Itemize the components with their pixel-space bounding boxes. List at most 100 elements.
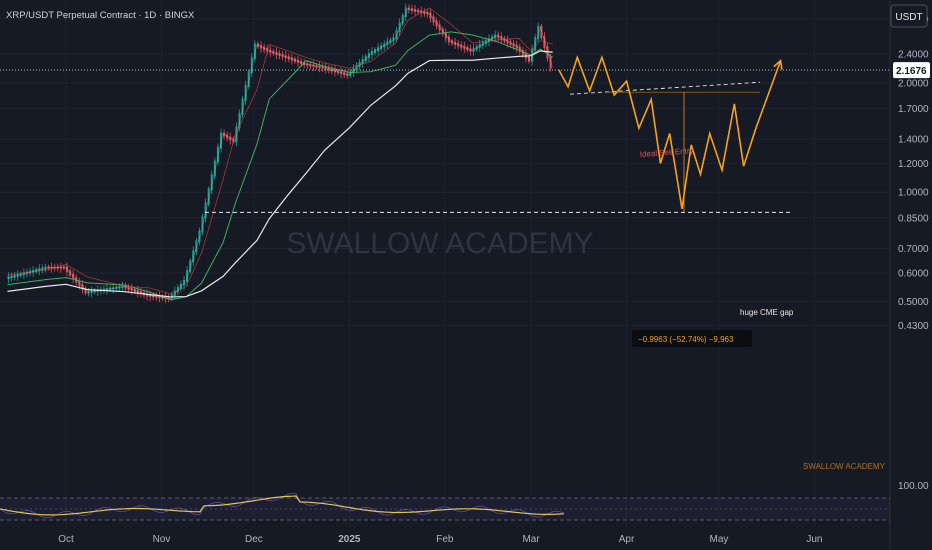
candle-body xyxy=(161,296,164,299)
candle-body xyxy=(235,126,238,143)
candle-body xyxy=(284,55,287,59)
candle-body xyxy=(244,84,247,101)
projection-path xyxy=(558,54,783,209)
candle-body xyxy=(112,287,115,290)
candle-body xyxy=(84,287,87,294)
candle-body xyxy=(25,271,28,275)
candle-body xyxy=(432,16,435,23)
candle-body xyxy=(457,43,460,47)
candle-body xyxy=(549,56,552,69)
time-tick-label: May xyxy=(710,534,729,545)
candle-body xyxy=(38,268,41,272)
candle-body xyxy=(472,47,475,52)
candle-body xyxy=(370,51,373,55)
candle-body xyxy=(90,290,93,293)
candle-body xyxy=(102,288,105,291)
projection-arrowhead xyxy=(773,59,783,70)
candle-body xyxy=(139,291,142,295)
candle-body xyxy=(152,294,155,298)
price-series xyxy=(7,8,553,299)
candle-body xyxy=(377,47,380,52)
candle-body xyxy=(186,270,189,282)
candle-body xyxy=(398,22,401,32)
candle-body xyxy=(229,136,232,141)
candle-body xyxy=(423,11,426,14)
candle-body xyxy=(19,273,22,276)
candle-body xyxy=(491,36,494,41)
candle-body xyxy=(330,68,333,72)
candle-body xyxy=(497,34,500,39)
candle-body xyxy=(176,286,179,293)
candle-body xyxy=(293,58,296,62)
price-tick-label: 0.6000 xyxy=(898,268,929,279)
candle-body xyxy=(417,9,420,13)
candle-body xyxy=(364,56,367,62)
candle-body xyxy=(343,72,346,76)
currency-button-box[interactable] xyxy=(890,4,928,28)
candle-body xyxy=(367,52,370,59)
price-tick-label: 0.8500 xyxy=(898,213,929,224)
candle-body xyxy=(312,64,315,67)
candle-body xyxy=(340,71,343,75)
candle-body xyxy=(358,62,361,68)
candle-body xyxy=(7,276,10,280)
candle-body xyxy=(300,60,303,65)
candle-body xyxy=(466,47,469,51)
candle-body xyxy=(263,46,266,51)
candle-body xyxy=(441,28,444,35)
candle-body xyxy=(333,69,336,73)
candle-body xyxy=(475,45,478,50)
candle-body xyxy=(78,280,81,287)
candle-body xyxy=(506,39,509,44)
candle-body xyxy=(260,45,263,49)
candle-body xyxy=(521,49,524,56)
candle-body xyxy=(515,44,518,49)
candle-body xyxy=(10,275,13,279)
candle-body xyxy=(481,42,484,46)
candle-body xyxy=(189,260,192,273)
currency-button-label[interactable]: USDT xyxy=(895,12,922,23)
candle-body xyxy=(127,286,130,290)
candle-body xyxy=(395,29,398,40)
candle-body xyxy=(253,43,256,60)
candle-body xyxy=(355,65,358,71)
time-tick-label: 2025 xyxy=(338,534,361,545)
candle-body xyxy=(463,45,466,50)
price-tick-label: 1.2000 xyxy=(898,159,929,170)
candle-body xyxy=(238,112,241,129)
symbol-title: XRP/USDT Perpetual Contract · 1D · BINGX xyxy=(6,10,195,21)
last-price-tag-bg xyxy=(893,62,930,79)
rsi-panel: 100.00 xyxy=(0,481,929,521)
currency-button[interactable]: USDT xyxy=(890,4,928,28)
candle-body xyxy=(136,290,139,294)
candle-body xyxy=(380,45,383,50)
price-tick-label: 0.4300 xyxy=(898,321,929,332)
candle-body xyxy=(401,15,404,25)
candle-body xyxy=(546,46,549,59)
time-tick-label: Oct xyxy=(58,534,74,545)
candle-body xyxy=(13,274,16,278)
candle-body xyxy=(106,288,109,291)
candle-body xyxy=(226,134,229,139)
candle-body xyxy=(426,11,429,15)
candle-body xyxy=(201,216,204,233)
sell-entry-line xyxy=(569,81,761,95)
candle-body xyxy=(500,36,503,40)
candle-body xyxy=(72,273,75,280)
time-tick-label: Mar xyxy=(522,534,540,545)
candle-body xyxy=(528,56,530,62)
candle-body xyxy=(297,59,299,63)
candle-body xyxy=(454,41,457,46)
candle-body xyxy=(540,25,543,39)
candle-body xyxy=(62,266,65,269)
candle-body xyxy=(210,174,213,191)
candle-body xyxy=(303,62,306,66)
price-tick-label: 1.4000 xyxy=(898,135,929,146)
candle-body xyxy=(109,287,112,291)
candle-body xyxy=(81,284,84,290)
candle-body xyxy=(216,146,219,163)
candle-body xyxy=(133,288,136,293)
candle-body xyxy=(22,272,25,276)
candle-body xyxy=(118,286,121,289)
